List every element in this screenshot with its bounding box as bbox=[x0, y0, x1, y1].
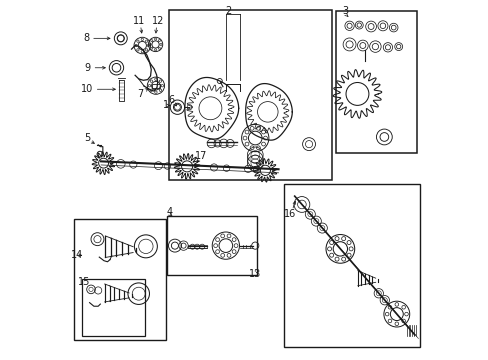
Text: 5: 5 bbox=[84, 133, 90, 143]
Text: 14: 14 bbox=[70, 250, 82, 260]
Text: 9: 9 bbox=[84, 63, 90, 73]
Bar bbox=[188, 245, 206, 248]
Text: 7: 7 bbox=[137, 89, 143, 99]
Bar bbox=[284, 184, 419, 347]
Text: 16: 16 bbox=[284, 209, 296, 219]
Text: 6: 6 bbox=[167, 95, 174, 105]
Text: 17: 17 bbox=[195, 150, 207, 161]
Text: 2: 2 bbox=[225, 6, 231, 17]
Text: 1: 1 bbox=[162, 100, 168, 111]
Bar bbox=[152, 84, 159, 88]
Bar bbox=[167, 216, 257, 275]
Bar bbox=[169, 10, 332, 180]
Bar bbox=[335, 12, 416, 153]
Text: 11: 11 bbox=[132, 17, 144, 27]
Text: 15: 15 bbox=[78, 277, 90, 287]
Bar bbox=[74, 220, 165, 339]
Text: 12: 12 bbox=[151, 17, 163, 27]
Text: 13: 13 bbox=[248, 269, 261, 279]
Text: 3: 3 bbox=[341, 6, 347, 17]
Bar bbox=[82, 279, 145, 336]
Text: 4: 4 bbox=[166, 207, 172, 217]
Text: 8: 8 bbox=[83, 33, 89, 42]
Text: 10: 10 bbox=[81, 84, 93, 94]
